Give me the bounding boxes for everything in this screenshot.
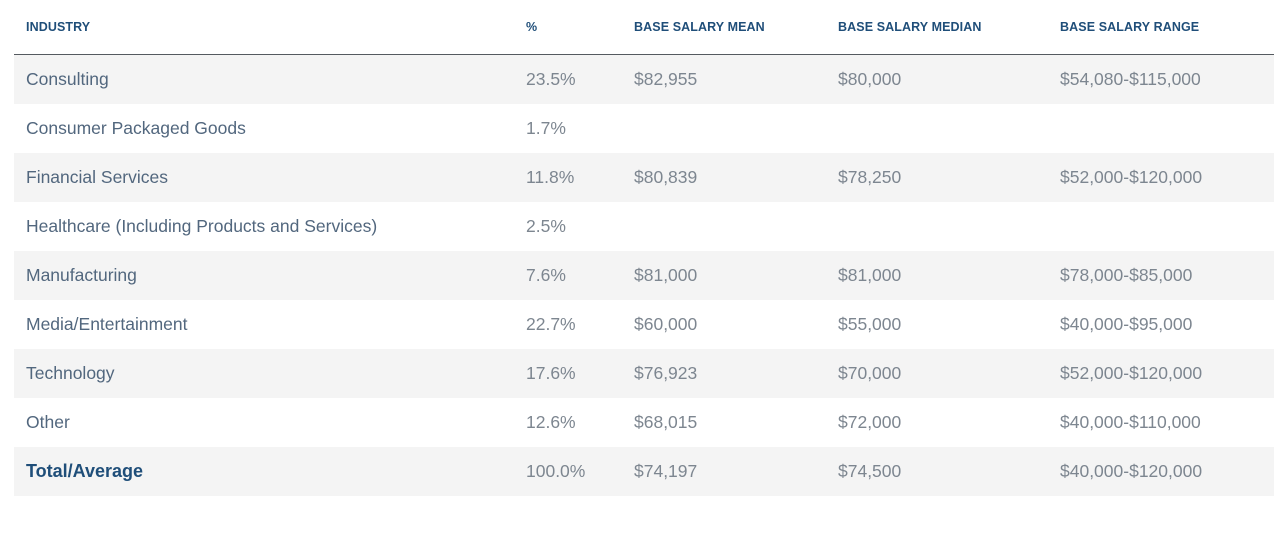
cell-percent: 1.7%: [526, 118, 566, 138]
table-row: Media/Entertainment 22.7% $60,000 $55,00…: [14, 300, 1274, 349]
cell-salary-range: $54,080-$115,000: [1048, 54, 1274, 104]
cell-industry: Media/Entertainment: [26, 314, 188, 334]
cell-salary-median: [826, 202, 1048, 251]
cell-salary-mean: $76,923: [622, 349, 826, 398]
cell-salary-range: $40,000-$120,000: [1048, 447, 1274, 496]
table-body: Consulting 23.5% $82,955 $80,000 $54,080…: [14, 54, 1274, 496]
cell-salary-median: [826, 104, 1048, 153]
cell-salary-median: $55,000: [838, 314, 902, 334]
cell-percent: 12.6%: [526, 412, 576, 432]
cell-industry: Consumer Packaged Goods: [26, 118, 246, 138]
cell-percent: 2.5%: [526, 216, 566, 236]
cell-salary-range: $52,000-$120,000: [1048, 349, 1274, 398]
cell-salary-mean: $81,000: [622, 251, 826, 300]
cell-salary-range: $40,000-$110,000: [1060, 412, 1201, 432]
cell-percent: 100.0%: [514, 447, 622, 496]
cell-industry-total: Total/Average: [14, 447, 514, 496]
cell-salary-range: $40,000-$95,000: [1060, 314, 1193, 334]
cell-salary-mean: $80,839: [622, 153, 826, 202]
cell-salary-mean: $68,015: [634, 412, 698, 432]
salary-table-container: INDUSTRY % BASE SALARY MEAN BASE SALARY …: [14, 0, 1274, 496]
header-percent: %: [514, 0, 622, 55]
cell-salary-mean: $60,000: [634, 314, 698, 334]
cell-percent: 23.5%: [514, 54, 622, 104]
table-row: Healthcare (Including Products and Servi…: [14, 202, 1274, 251]
cell-percent: 17.6%: [514, 349, 622, 398]
cell-salary-mean: $82,955: [622, 54, 826, 104]
salary-by-industry-table: INDUSTRY % BASE SALARY MEAN BASE SALARY …: [14, 0, 1274, 496]
cell-salary-range: [1048, 104, 1274, 153]
table-row: Technology 17.6% $76,923 $70,000 $52,000…: [14, 349, 1274, 398]
cell-industry: Financial Services: [14, 153, 514, 202]
cell-salary-range: $52,000-$120,000: [1048, 153, 1274, 202]
table-row: Consumer Packaged Goods 1.7%: [14, 104, 1274, 153]
cell-salary-median: $78,250: [826, 153, 1048, 202]
cell-percent: 11.8%: [514, 153, 622, 202]
total-row: Total/Average 100.0% $74,197 $74,500 $40…: [14, 447, 1274, 496]
cell-industry: Consulting: [14, 54, 514, 104]
table-row: Other 12.6% $68,015 $72,000 $40,000-$110…: [14, 398, 1274, 447]
cell-salary-range: $78,000-$85,000: [1048, 251, 1274, 300]
cell-percent: 7.6%: [514, 251, 622, 300]
table-row: Manufacturing 7.6% $81,000 $81,000 $78,0…: [14, 251, 1274, 300]
table-header: INDUSTRY % BASE SALARY MEAN BASE SALARY …: [14, 0, 1274, 55]
cell-salary-median: $72,000: [838, 412, 902, 432]
cell-salary-median: $80,000: [826, 54, 1048, 104]
cell-salary-median: $81,000: [826, 251, 1048, 300]
cell-salary-range: [1048, 202, 1274, 251]
header-industry: INDUSTRY: [14, 0, 514, 55]
cell-salary-median: $74,500: [826, 447, 1048, 496]
cell-salary-median: $70,000: [826, 349, 1048, 398]
table-row: Consulting 23.5% $82,955 $80,000 $54,080…: [14, 54, 1274, 104]
header-salary-range: BASE SALARY RANGE: [1048, 0, 1274, 55]
header-row: INDUSTRY % BASE SALARY MEAN BASE SALARY …: [14, 0, 1274, 55]
header-salary-median: BASE SALARY MEDIAN: [826, 0, 1048, 55]
cell-industry: Other: [26, 412, 70, 432]
cell-salary-mean: [622, 104, 826, 153]
cell-industry: Technology: [14, 349, 514, 398]
cell-salary-mean: [622, 202, 826, 251]
cell-industry: Healthcare (Including Products and Servi…: [26, 216, 378, 236]
cell-salary-mean: $74,197: [622, 447, 826, 496]
cell-percent: 22.7%: [526, 314, 576, 334]
cell-industry: Manufacturing: [14, 251, 514, 300]
table-row: Financial Services 11.8% $80,839 $78,250…: [14, 153, 1274, 202]
header-salary-mean: BASE SALARY MEAN: [622, 0, 826, 55]
